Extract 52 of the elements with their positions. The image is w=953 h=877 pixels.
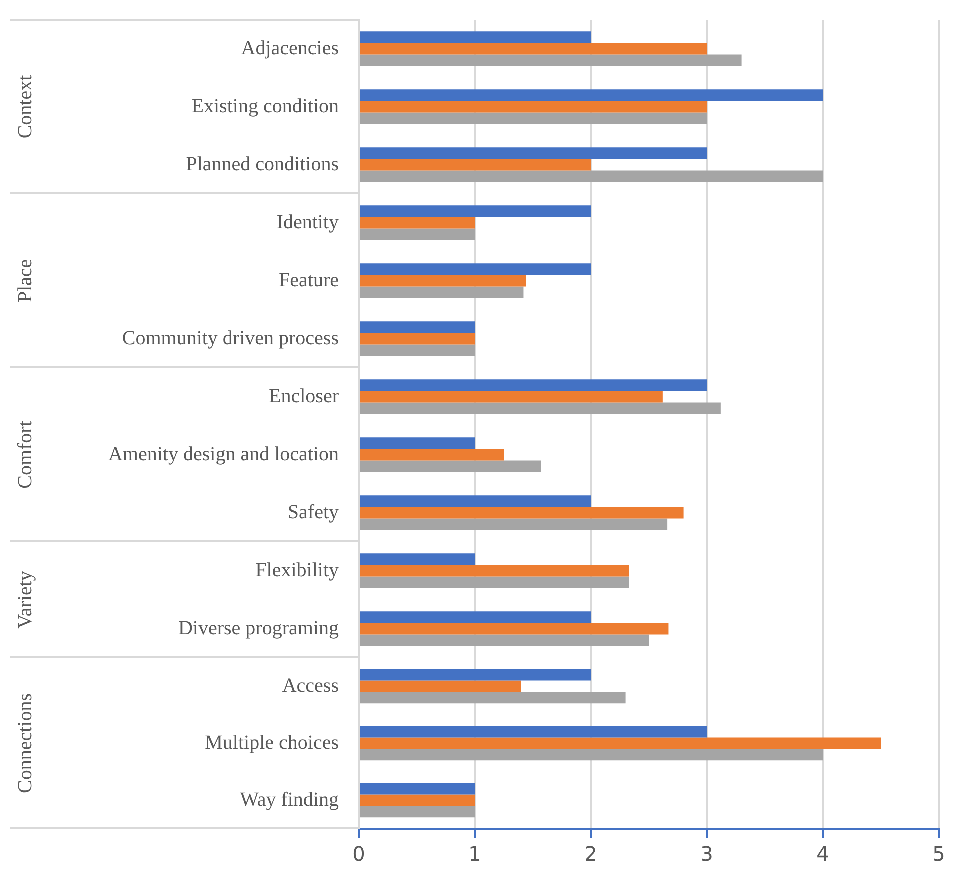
bar: [360, 206, 591, 218]
bar: [360, 692, 626, 704]
bar: [360, 438, 475, 450]
y-tick-label: Diverse programing: [178, 617, 339, 640]
y-tick-label: Community driven process: [122, 327, 340, 350]
bar: [360, 738, 881, 750]
y-tick-label: Encloser: [269, 385, 340, 408]
bar: [360, 264, 591, 276]
bar: [360, 794, 475, 806]
x-tick-label: 3: [700, 842, 714, 866]
y-tick-label: Amenity design and location: [108, 443, 339, 466]
bar: [360, 749, 823, 761]
bar: [360, 783, 475, 795]
x-tick-label: 4: [816, 842, 830, 866]
y-tick-label: Feature: [279, 269, 340, 292]
y-axis-title: Connections: [14, 693, 36, 794]
y-tick-label: Planned conditions: [186, 153, 340, 176]
x-tick-label: 0: [352, 842, 366, 866]
bar: [360, 380, 707, 392]
bar: [360, 680, 522, 692]
bar: [360, 322, 475, 334]
bar: [360, 449, 504, 461]
y-tick-label: Identity: [276, 211, 339, 234]
bar: [360, 507, 684, 519]
bar: [360, 217, 475, 229]
y-axis-title: Variety: [14, 571, 36, 629]
y-tick-label: Access: [282, 674, 340, 697]
bar: [360, 806, 475, 818]
y-tick-label: Safety: [288, 501, 339, 524]
y-tick-label: Adjacencies: [241, 37, 340, 60]
bar: [360, 402, 721, 414]
bar: [360, 228, 475, 240]
bar: [360, 275, 526, 287]
x-tick-label: 1: [468, 842, 482, 866]
bar: [360, 496, 591, 508]
y-axis-title: Comfort: [14, 420, 36, 489]
y-tick-label: Flexibility: [256, 559, 339, 582]
bar: [360, 286, 524, 298]
bar: [360, 344, 475, 356]
bar: [360, 391, 663, 403]
y-tick-label: Multiple choices: [205, 732, 340, 754]
bar: [360, 518, 668, 530]
bar: [360, 726, 707, 738]
bar: [360, 669, 591, 681]
y-tick-label: Way finding: [240, 788, 339, 811]
y-tick-label: Existing condition: [192, 95, 339, 118]
x-tick-label: 5: [932, 842, 946, 866]
bar: [360, 460, 542, 472]
y-axis-title: Place: [14, 259, 36, 303]
y-axis-title: Context: [14, 74, 36, 139]
x-tick-label: 2: [584, 842, 598, 866]
bar: [360, 333, 475, 345]
